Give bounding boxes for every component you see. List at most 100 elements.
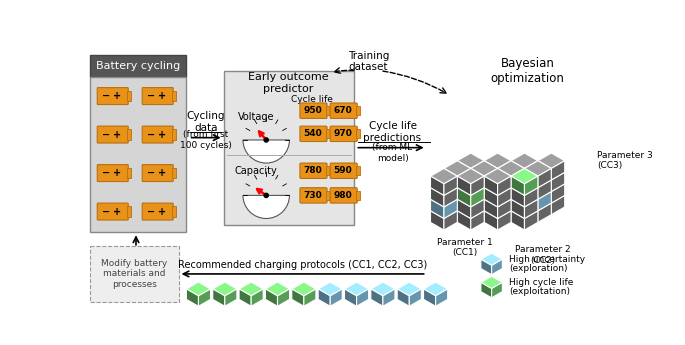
Polygon shape xyxy=(484,199,497,218)
Polygon shape xyxy=(458,184,471,203)
Bar xyxy=(173,168,176,178)
Text: Early outcome
predictor: Early outcome predictor xyxy=(249,72,329,94)
FancyBboxPatch shape xyxy=(142,203,173,220)
Polygon shape xyxy=(436,289,448,306)
Polygon shape xyxy=(538,165,564,180)
Polygon shape xyxy=(471,184,484,203)
Polygon shape xyxy=(430,203,458,218)
Polygon shape xyxy=(471,161,484,180)
Text: High uncertainty: High uncertainty xyxy=(509,255,585,264)
Polygon shape xyxy=(511,180,538,195)
Bar xyxy=(326,129,329,138)
Text: 980: 980 xyxy=(334,191,352,200)
Circle shape xyxy=(264,193,269,197)
Bar xyxy=(90,77,186,233)
Polygon shape xyxy=(444,184,471,199)
Text: Cycling
data: Cycling data xyxy=(186,111,225,133)
Polygon shape xyxy=(458,168,471,188)
Polygon shape xyxy=(481,259,492,275)
Polygon shape xyxy=(318,282,342,296)
Polygon shape xyxy=(383,289,395,306)
FancyBboxPatch shape xyxy=(97,88,128,105)
Text: Cycle life: Cycle life xyxy=(291,96,333,105)
Polygon shape xyxy=(444,161,471,176)
FancyBboxPatch shape xyxy=(300,163,327,178)
Polygon shape xyxy=(511,199,525,218)
Text: (from ML
model): (from ML model) xyxy=(373,144,412,163)
Polygon shape xyxy=(525,172,538,191)
Polygon shape xyxy=(186,289,199,306)
Bar xyxy=(127,206,132,217)
Polygon shape xyxy=(371,289,383,306)
Polygon shape xyxy=(497,168,511,188)
Polygon shape xyxy=(538,203,551,222)
Text: +: + xyxy=(113,91,121,101)
Polygon shape xyxy=(430,180,458,195)
Polygon shape xyxy=(551,172,564,191)
Polygon shape xyxy=(497,188,511,207)
Polygon shape xyxy=(225,289,237,306)
Wedge shape xyxy=(243,195,290,218)
Polygon shape xyxy=(444,180,458,199)
Text: Training
dataset: Training dataset xyxy=(348,51,389,72)
Text: −: − xyxy=(147,168,155,178)
Polygon shape xyxy=(538,168,551,188)
Polygon shape xyxy=(397,282,421,296)
Polygon shape xyxy=(511,188,538,203)
Polygon shape xyxy=(511,180,525,199)
Text: +: + xyxy=(113,130,121,140)
Polygon shape xyxy=(444,172,471,188)
Polygon shape xyxy=(186,282,210,296)
Text: −: − xyxy=(147,207,155,217)
Polygon shape xyxy=(444,203,458,222)
Polygon shape xyxy=(458,191,484,207)
Text: Battery cycling: Battery cycling xyxy=(96,61,180,71)
Bar xyxy=(326,106,329,115)
Polygon shape xyxy=(497,195,511,215)
Polygon shape xyxy=(484,153,511,168)
Polygon shape xyxy=(265,289,277,306)
Polygon shape xyxy=(484,180,497,199)
Polygon shape xyxy=(458,176,471,195)
Polygon shape xyxy=(525,161,538,180)
Polygon shape xyxy=(484,203,497,222)
Polygon shape xyxy=(511,176,525,195)
Polygon shape xyxy=(471,199,484,218)
Polygon shape xyxy=(458,191,471,211)
Polygon shape xyxy=(511,195,525,215)
Polygon shape xyxy=(525,180,538,199)
FancyBboxPatch shape xyxy=(142,165,173,181)
Polygon shape xyxy=(497,203,511,222)
Polygon shape xyxy=(511,168,525,188)
Polygon shape xyxy=(538,153,564,168)
Polygon shape xyxy=(497,199,511,218)
Text: Parameter 2
(CC2): Parameter 2 (CC2) xyxy=(515,245,571,265)
FancyBboxPatch shape xyxy=(330,188,358,203)
FancyBboxPatch shape xyxy=(300,103,327,118)
Polygon shape xyxy=(484,191,511,207)
Text: −: − xyxy=(102,130,110,140)
Polygon shape xyxy=(430,199,444,218)
Polygon shape xyxy=(458,203,471,222)
Bar xyxy=(127,168,132,178)
Polygon shape xyxy=(213,289,225,306)
Polygon shape xyxy=(444,176,458,195)
Bar xyxy=(326,166,329,175)
FancyBboxPatch shape xyxy=(300,126,327,141)
Polygon shape xyxy=(525,211,538,230)
Polygon shape xyxy=(484,172,497,191)
Polygon shape xyxy=(525,191,538,211)
Polygon shape xyxy=(492,283,502,298)
Polygon shape xyxy=(471,184,497,199)
Polygon shape xyxy=(409,289,421,306)
Polygon shape xyxy=(481,253,502,265)
Polygon shape xyxy=(458,153,484,168)
Polygon shape xyxy=(292,289,304,306)
Polygon shape xyxy=(497,172,525,188)
Polygon shape xyxy=(525,199,538,218)
Polygon shape xyxy=(511,153,538,168)
Polygon shape xyxy=(423,289,436,306)
Polygon shape xyxy=(492,259,502,275)
Polygon shape xyxy=(471,203,484,222)
Polygon shape xyxy=(511,168,538,184)
